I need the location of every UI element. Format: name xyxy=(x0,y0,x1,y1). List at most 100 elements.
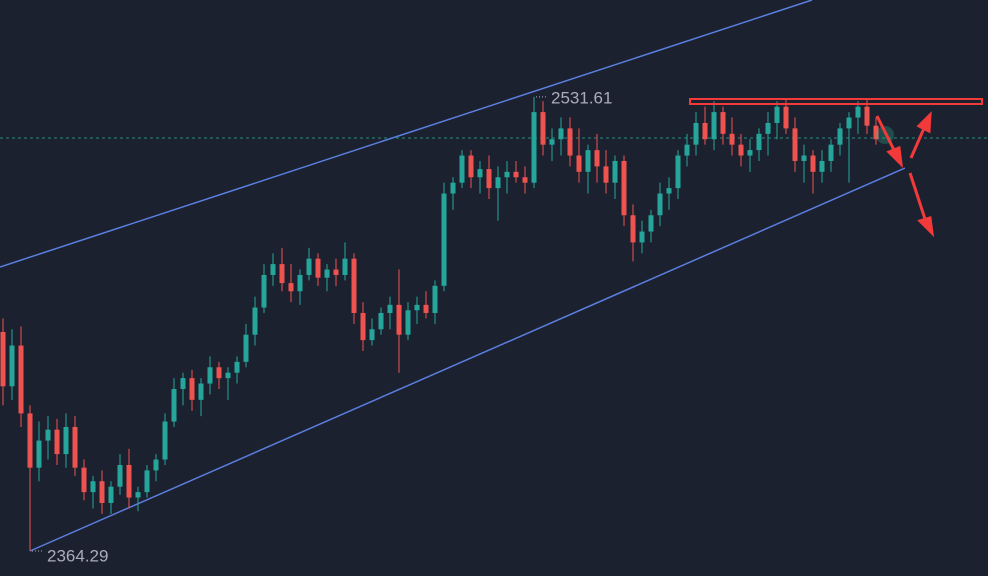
candle-body xyxy=(324,269,330,278)
candle-body xyxy=(648,215,654,232)
candle-body xyxy=(846,117,852,129)
candle-body xyxy=(333,269,339,275)
candle-body xyxy=(306,258,312,275)
candle-body xyxy=(36,440,42,468)
candle-body xyxy=(351,258,357,313)
candle-body xyxy=(18,345,24,414)
candle-body xyxy=(810,155,816,172)
candle-body xyxy=(243,334,249,362)
candle-body xyxy=(369,329,375,341)
candle-body xyxy=(828,144,834,161)
candle-body xyxy=(180,378,186,389)
candle-body xyxy=(531,112,537,183)
arrow-head xyxy=(917,216,935,238)
candle-body xyxy=(279,264,285,284)
candle-body xyxy=(288,283,294,292)
candles xyxy=(0,96,879,552)
candle-body xyxy=(594,150,600,167)
candle-body xyxy=(504,171,510,178)
candle-body xyxy=(27,413,33,468)
candle-body xyxy=(585,150,591,172)
channel-upper xyxy=(0,0,813,268)
candle-body xyxy=(108,486,114,503)
candle-body xyxy=(576,155,582,172)
candle-body xyxy=(216,367,222,379)
candle-body xyxy=(549,139,555,145)
candle-body xyxy=(495,177,501,189)
candle-body xyxy=(297,274,303,292)
candle-body xyxy=(837,128,843,145)
candle-body xyxy=(657,193,663,216)
candle-body xyxy=(117,464,123,487)
candle-body xyxy=(405,310,411,335)
max-label: 2531.61 xyxy=(551,88,612,107)
candle-body xyxy=(486,169,492,189)
candle-body xyxy=(621,160,627,216)
candle-body xyxy=(774,106,780,123)
candle-body xyxy=(360,312,366,341)
candle-body xyxy=(567,128,573,156)
candle-body xyxy=(558,128,564,140)
candle-body xyxy=(414,304,420,311)
candle-body xyxy=(234,361,240,373)
candle-body xyxy=(711,112,717,140)
candle-body xyxy=(72,426,78,468)
candle-body xyxy=(738,144,744,156)
candle-body xyxy=(378,312,384,330)
candle-body xyxy=(126,464,132,498)
candle-body xyxy=(639,231,645,243)
candle-body xyxy=(99,481,105,503)
candle-body xyxy=(450,182,456,194)
candle-body xyxy=(666,188,672,194)
resistance-box xyxy=(689,98,983,105)
min-label: 2364.29 xyxy=(47,547,108,566)
candle-body xyxy=(261,274,267,308)
candle-body xyxy=(468,155,474,178)
arrow xyxy=(908,172,928,223)
candle-body xyxy=(135,492,141,498)
candle-body xyxy=(252,307,258,335)
candle-body xyxy=(702,122,708,140)
candle-body xyxy=(693,122,699,145)
candle-body xyxy=(873,125,879,140)
candle-body xyxy=(630,215,636,243)
candle-body xyxy=(315,258,321,278)
candle-body xyxy=(819,160,825,172)
candle-body xyxy=(459,155,465,183)
candle-body xyxy=(423,304,429,313)
candle-body xyxy=(63,426,69,455)
candle-body xyxy=(792,128,798,161)
candle-body xyxy=(396,304,402,335)
candle-body xyxy=(720,112,726,134)
candle-body xyxy=(198,383,204,400)
candle-body xyxy=(477,169,483,178)
candle-body xyxy=(171,388,177,422)
candle-body xyxy=(603,166,609,183)
arrow xyxy=(875,115,898,155)
candle-body xyxy=(513,171,519,178)
candle-body xyxy=(540,112,546,145)
candle-body xyxy=(747,150,753,156)
candle-body xyxy=(801,155,807,161)
arrows xyxy=(875,111,935,238)
candle-body xyxy=(9,345,15,387)
candle-body xyxy=(189,378,195,400)
candle-body xyxy=(432,285,438,313)
candle-body xyxy=(144,470,150,493)
arrow-head xyxy=(886,145,904,169)
candle-body xyxy=(729,133,735,145)
candle-body xyxy=(81,467,87,493)
arrow-head xyxy=(916,111,932,134)
candle-body xyxy=(864,106,870,126)
candle-body xyxy=(387,304,393,313)
candle-body xyxy=(0,331,6,387)
candle-body xyxy=(855,106,861,118)
candle-body xyxy=(45,429,51,441)
candle-body xyxy=(342,258,348,275)
candle-body xyxy=(90,481,96,493)
candle-body xyxy=(783,106,789,129)
candle-body xyxy=(270,264,276,275)
channel-lower xyxy=(29,167,906,552)
